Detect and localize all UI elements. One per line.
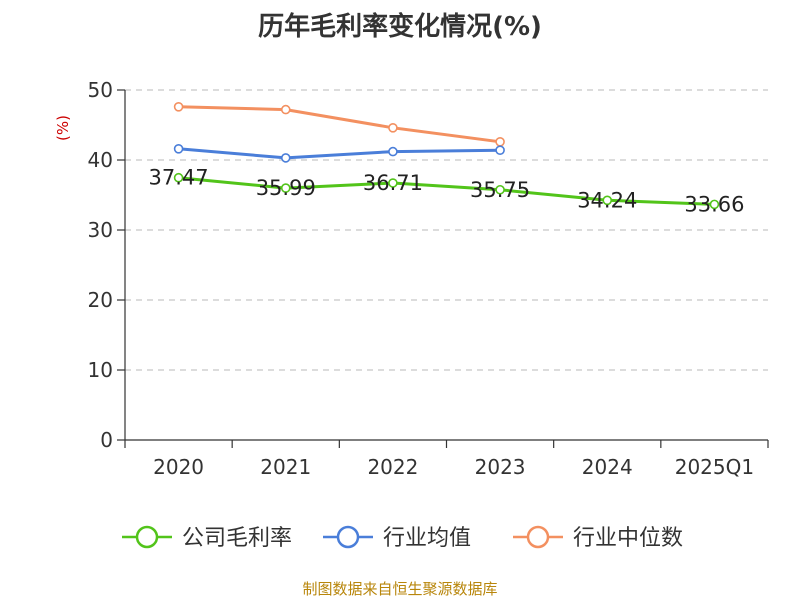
- data-point-0-4: [602, 195, 613, 206]
- axes: 0 10 20 30 40 50 2020 2021 2022 2023 2024 2025Q1: [88, 78, 769, 479]
- legend-item-0: 公司毛利率: [122, 525, 292, 551]
- data-point-0-0: [173, 172, 184, 183]
- data-point-0-5: [709, 199, 720, 210]
- data-point-0-3: [495, 184, 505, 195]
- legend-label-1: 行业均值: [383, 526, 471, 551]
- y-tick-label-0: 0: [100, 428, 113, 452]
- data-point-0-1: [280, 183, 291, 193]
- data-point-2-0: [173, 102, 184, 112]
- data-label-0-3: 35.75: [470, 178, 530, 202]
- legend-label-2: 行业中位数: [573, 526, 683, 551]
- series-line-0: [178, 176, 715, 206]
- series-1: [173, 144, 505, 163]
- data-label-0-1: 35.99: [256, 176, 316, 200]
- x-tick-label-2024: 2024: [582, 455, 633, 479]
- legend-swatch-marker-2: [526, 525, 550, 549]
- data-label-0-4: 34.24: [577, 188, 637, 212]
- data-label-0-0: 37.47: [149, 166, 209, 190]
- series-lines: [173, 102, 720, 210]
- data-point-2-2: [388, 123, 398, 133]
- y-tick-label-40: 40: [88, 148, 113, 172]
- legend-item-2: 行业中位数: [513, 525, 683, 551]
- data-labels: 37.47 35.99 36.71 35.75 34.24 33.66: [149, 166, 745, 217]
- data-point-1-0: [173, 144, 184, 154]
- data-point-1-2: [388, 146, 398, 157]
- y-tick-label-50: 50: [88, 78, 113, 102]
- x-tick-label-2023: 2023: [475, 455, 526, 479]
- x-tick-label-2022: 2022: [367, 455, 418, 479]
- grid-lines: [125, 89, 768, 371]
- data-point-2-3: [495, 137, 505, 147]
- legend: 公司毛利率 行业均值 行业中位数: [122, 525, 683, 551]
- x-tick-label-2021: 2021: [260, 455, 311, 479]
- chart-title: 历年毛利率变化情况(%): [258, 12, 542, 42]
- legend-label-0: 公司毛利率: [182, 526, 292, 551]
- series-2: [173, 102, 505, 147]
- data-source-note: 制图数据来自恒生聚源数据库: [302, 580, 498, 598]
- data-label-0-2: 36.71: [363, 171, 423, 195]
- data-point-0-2: [388, 178, 398, 188]
- y-tick-label-20: 20: [88, 288, 113, 312]
- x-tick-label-2020: 2020: [153, 455, 204, 479]
- y-tick-label-10: 10: [88, 358, 113, 382]
- series-line-1: [178, 147, 501, 160]
- y-tick-label-30: 30: [88, 218, 113, 242]
- series-0: [173, 172, 720, 210]
- series-line-2: [178, 105, 501, 144]
- data-point-1-3: [495, 145, 505, 155]
- data-point-1-1: [280, 153, 291, 163]
- x-tick-label-2025Q1: 2025Q1: [675, 455, 754, 479]
- legend-swatch-marker-0: [135, 525, 159, 549]
- legend-swatch-marker-1: [336, 525, 360, 549]
- legend-item-1: 行业均值: [323, 525, 471, 551]
- y-axis-unit-label: (%): [54, 115, 72, 141]
- data-label-0-5: 33.66: [684, 192, 744, 216]
- data-point-2-1: [280, 104, 291, 115]
